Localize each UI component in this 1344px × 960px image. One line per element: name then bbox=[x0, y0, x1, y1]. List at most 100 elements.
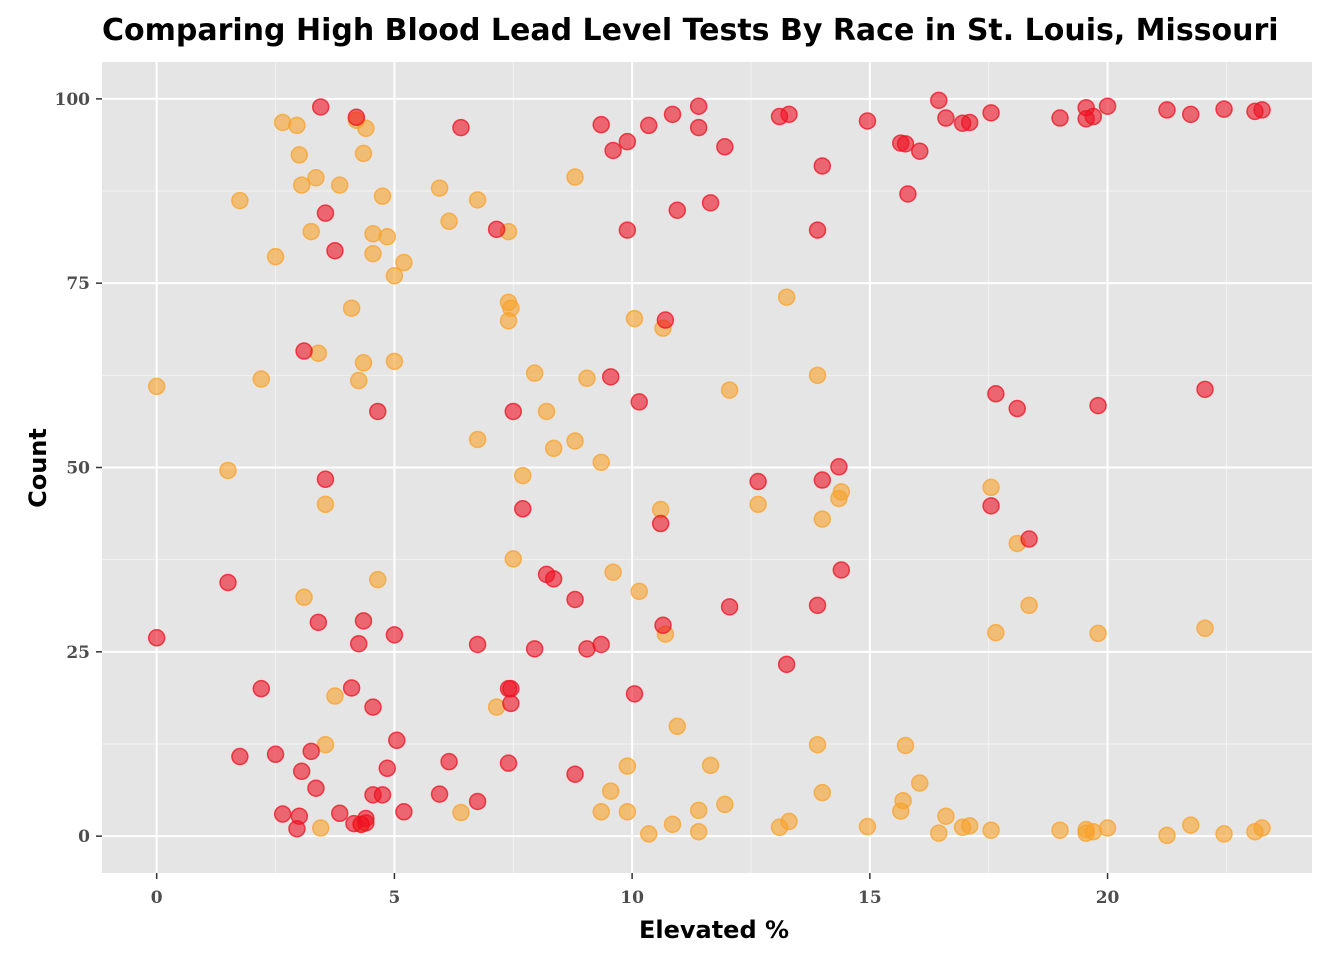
data-point-series-1 bbox=[911, 774, 929, 792]
data-point-series-1 bbox=[1158, 826, 1176, 845]
data-point-series-2 bbox=[716, 138, 734, 156]
data-point-series-1 bbox=[1196, 619, 1214, 637]
data-point-series-1 bbox=[1215, 825, 1233, 843]
data-point-series-1 bbox=[618, 757, 637, 775]
x-tick-label: 10 bbox=[620, 888, 644, 908]
data-point-series-1 bbox=[808, 735, 827, 754]
data-point-series-1 bbox=[309, 344, 328, 362]
data-point-series-2 bbox=[1084, 107, 1103, 126]
data-point-series-1 bbox=[342, 299, 361, 317]
data-point-series-1 bbox=[364, 244, 382, 263]
data-point-series-2 bbox=[1196, 380, 1214, 399]
data-point-series-2 bbox=[357, 814, 375, 832]
chart-title: Comparing High Blood Lead Level Tests By… bbox=[102, 13, 1279, 48]
data-point-series-1 bbox=[357, 119, 375, 138]
data-point-series-1 bbox=[525, 364, 544, 382]
data-point-series-2 bbox=[440, 752, 458, 771]
data-point-series-2 bbox=[1182, 105, 1200, 124]
x-tick-label: 5 bbox=[388, 888, 400, 908]
data-point-series-2 bbox=[656, 311, 675, 329]
data-point-series-1 bbox=[592, 453, 610, 472]
data-point-series-1 bbox=[689, 801, 708, 820]
data-point-series-1 bbox=[716, 795, 734, 814]
data-point-series-2 bbox=[499, 754, 518, 772]
data-point-series-1 bbox=[219, 461, 237, 480]
data-point-series-2 bbox=[689, 97, 708, 115]
data-point-series-2 bbox=[292, 762, 311, 781]
data-point-series-2 bbox=[982, 497, 1000, 515]
data-point-series-2 bbox=[1051, 109, 1069, 127]
data-point-series-1 bbox=[982, 478, 1000, 497]
data-point-series-1 bbox=[290, 146, 309, 164]
data-point-series-1 bbox=[960, 817, 979, 835]
data-point-series-1 bbox=[330, 176, 349, 194]
data-point-series-1 bbox=[930, 824, 948, 842]
data-point-series-2 bbox=[640, 116, 658, 135]
data-points bbox=[147, 91, 1271, 845]
data-point-series-2 bbox=[813, 157, 832, 175]
data-point-series-2 bbox=[468, 792, 487, 811]
data-point-series-2 bbox=[937, 109, 955, 127]
data-point-series-1 bbox=[430, 179, 449, 197]
data-point-series-1 bbox=[813, 510, 832, 528]
data-point-series-1 bbox=[618, 803, 637, 821]
data-point-series-2 bbox=[592, 635, 610, 654]
data-point-series-2 bbox=[347, 108, 366, 127]
data-point-series-1 bbox=[292, 176, 311, 194]
data-point-series-2 bbox=[720, 598, 739, 616]
data-point-series-2 bbox=[369, 402, 387, 421]
data-point-series-2 bbox=[1089, 396, 1107, 415]
data-point-series-1 bbox=[395, 253, 413, 272]
data-point-series-1 bbox=[385, 352, 404, 371]
data-point-series-1 bbox=[385, 267, 404, 285]
data-point-series-2 bbox=[388, 731, 406, 750]
data-point-series-2 bbox=[1158, 101, 1176, 119]
data-point-series-2 bbox=[780, 105, 798, 124]
data-point-series-1 bbox=[273, 113, 292, 132]
data-point-series-2 bbox=[373, 786, 392, 804]
data-point-series-2 bbox=[813, 471, 832, 489]
data-point-series-1 bbox=[544, 439, 563, 458]
data-point-series-2 bbox=[354, 612, 373, 630]
data-point-series-1 bbox=[592, 803, 610, 821]
data-point-series-1 bbox=[311, 819, 330, 837]
data-point-series-2 bbox=[987, 385, 1005, 403]
data-point-series-2 bbox=[147, 629, 166, 647]
data-point-series-1 bbox=[720, 381, 739, 399]
data-point-series-2 bbox=[625, 685, 644, 703]
data-point-series-1 bbox=[147, 377, 166, 396]
data-point-series-1 bbox=[1020, 596, 1038, 615]
data-point-series-1 bbox=[468, 191, 487, 209]
data-point-series-2 bbox=[830, 458, 848, 476]
data-point-series-2 bbox=[330, 804, 349, 823]
data-point-series-2 bbox=[668, 201, 687, 219]
data-point-series-1 bbox=[364, 225, 382, 243]
data-point-series-2 bbox=[311, 98, 330, 116]
data-point-series-2 bbox=[252, 679, 271, 698]
data-point-series-2 bbox=[808, 596, 827, 615]
data-point-series-2 bbox=[378, 759, 397, 778]
data-point-series-2 bbox=[290, 807, 309, 825]
data-point-series-2 bbox=[960, 113, 979, 132]
data-point-series-2 bbox=[364, 698, 382, 716]
data-point-series-2 bbox=[689, 118, 708, 137]
data-point-series-2 bbox=[302, 742, 320, 761]
data-point-series-1 bbox=[780, 812, 798, 831]
data-point-series-1 bbox=[354, 144, 373, 163]
data-point-series-2 bbox=[601, 368, 620, 386]
data-point-series-2 bbox=[395, 803, 413, 821]
data-point-series-2 bbox=[618, 221, 637, 239]
data-point-series-1 bbox=[440, 212, 458, 231]
data-point-series-2 bbox=[899, 185, 917, 203]
data-point-series-1 bbox=[1098, 819, 1117, 837]
y-tick-label: 0 bbox=[78, 827, 90, 847]
data-point-series-1 bbox=[468, 430, 487, 449]
data-point-series-1 bbox=[316, 495, 335, 514]
data-point-series-1 bbox=[937, 807, 955, 825]
y-axis-title: Count bbox=[24, 428, 52, 508]
data-point-series-2 bbox=[1008, 399, 1026, 418]
data-point-series-2 bbox=[1215, 100, 1233, 118]
data-point-series-1 bbox=[288, 116, 306, 135]
data-point-series-2 bbox=[502, 679, 520, 698]
x-axis-title: Elevated % bbox=[639, 916, 789, 944]
